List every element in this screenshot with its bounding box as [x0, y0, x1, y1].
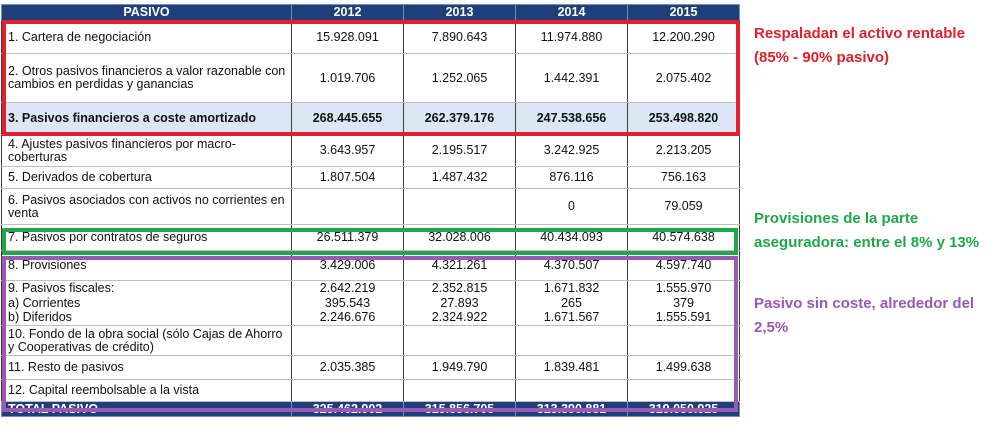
table-row: 5. Derivados de cobertura 1.807.504 1.48… [1, 166, 740, 189]
row-value: 3.429.006 [291, 250, 404, 281]
row-value [627, 325, 740, 356]
row-value: 0 [515, 188, 628, 225]
row-value [291, 188, 404, 225]
row-value: 1.807.504 [291, 166, 404, 189]
liabilities-table: PASIVO 2012 2013 2014 2015 1. Cartera de… [1, 4, 740, 417]
row-value: 2.035.385 [291, 355, 404, 380]
row-label: 9. Pasivos fiscales: [1, 280, 292, 296]
row-value: 7.890.643 [403, 20, 516, 54]
table-row: 8. Provisiones 3.429.006 4.321.261 4.370… [1, 250, 740, 281]
row-value: 3.242.925 [515, 134, 628, 167]
table-row: a) Corrientes 395.543 27.893 265 379 [1, 295, 740, 311]
row-value: 1.019.706 [291, 53, 404, 103]
row-value: 756.163 [627, 166, 740, 189]
row-value: 1.499.638 [627, 355, 740, 380]
purple-highlight-box [2, 256, 738, 412]
row-label: 4. Ajustes pasivos financieros por macro… [1, 134, 292, 167]
row-value: 4.321.261 [403, 250, 516, 281]
row-value: 4.370.507 [515, 250, 628, 281]
green-highlight-box [2, 228, 738, 255]
row-label: 5. Derivados de cobertura [1, 166, 292, 189]
row-label: 8. Provisiones [1, 250, 292, 281]
row-label: 10. Fondo de la obra social (sólo Cajas … [1, 325, 292, 356]
row-value: 3.643.957 [291, 134, 404, 167]
row-value [515, 325, 628, 356]
red-annotation: Respaladan el activo rentable (85% - 90%… [754, 25, 965, 66]
row-value: 27.893 [403, 295, 516, 311]
row-value: 15.928.091 [291, 20, 404, 54]
row-value: 1.252.065 [403, 53, 516, 103]
row-label: b) Diferidos [1, 310, 292, 326]
row-label: 11. Resto de pasivos [1, 355, 292, 380]
row-label: 6. Pasivos asociados con activos no corr… [1, 188, 292, 225]
row-value: 1.442.391 [515, 53, 628, 103]
row-value: 12.200.290 [627, 20, 740, 54]
red-highlight-box [2, 20, 740, 136]
purple-annotation: Pasivo sin coste, alrededor del 2,5% [754, 295, 975, 336]
header-year-2013: 2013 [403, 4, 516, 21]
row-value: 79.059 [627, 188, 740, 225]
row-value [403, 325, 516, 356]
table-row: 12. Capital reembolsable a la vista [1, 379, 740, 402]
row-value: 2.642.219 [291, 280, 404, 296]
table-row: 10. Fondo de la obra social (sólo Cajas … [1, 325, 740, 356]
green-annotation: Provisiones de la parte aseguradora: ent… [754, 210, 980, 251]
table-row: 2. Otros pasivos financieros a valor raz… [1, 53, 740, 103]
table-row: 9. Pasivos fiscales: 2.642.219 2.352.815… [1, 280, 740, 296]
row-value: 2.213.205 [627, 134, 740, 167]
row-value: 1.555.970 [627, 280, 740, 296]
row-value: 2.075.402 [627, 53, 740, 103]
row-value: 262.379.176 [403, 102, 516, 135]
row-value: 11.974.880 [515, 20, 628, 54]
table-row: 11. Resto de pasivos 2.035.385 1.949.790… [1, 355, 740, 380]
row-value: 1.487.432 [403, 166, 516, 189]
header-pasivo: PASIVO [1, 4, 292, 21]
row-value: 253.498.820 [627, 102, 740, 135]
header-year-2014: 2014 [515, 4, 628, 21]
row-value: 876.116 [515, 166, 628, 189]
row-value: 2.352.815 [403, 280, 516, 296]
header-year-2015: 2015 [627, 4, 740, 21]
table-row: 4. Ajustes pasivos financieros por macro… [1, 134, 740, 167]
row-value [291, 325, 404, 356]
row-label: a) Corrientes [1, 295, 292, 311]
table-row: 6. Pasivos asociados con activos no corr… [1, 188, 740, 225]
row-label: 3. Pasivos financieros a coste amortizad… [1, 102, 292, 135]
row-value: 379 [627, 295, 740, 311]
row-value: 2.324.922 [403, 310, 516, 326]
header-year-2012: 2012 [291, 4, 404, 21]
row-label: 1. Cartera de negociación [1, 20, 292, 54]
row-value: 265 [515, 295, 628, 311]
row-value: 1.949.790 [403, 355, 516, 380]
total-value: 319.050.925 [627, 401, 740, 417]
table-header-row: PASIVO 2012 2013 2014 2015 [1, 4, 740, 21]
row-value: 268.445.655 [291, 102, 404, 135]
row-value: 4.597.740 [627, 250, 740, 281]
row-value: 2.195.517 [403, 134, 516, 167]
row-value: 395.543 [291, 295, 404, 311]
row-value: 1.555.591 [627, 310, 740, 326]
table-row: 1. Cartera de negociación 15.928.091 7.8… [1, 20, 740, 54]
row-value: 1.671.832 [515, 280, 628, 296]
table-row: b) Diferidos 2.246.676 2.324.922 1.671.5… [1, 310, 740, 326]
row-value [403, 188, 516, 225]
row-value: 1.671.567 [515, 310, 628, 326]
row-value: 1.839.481 [515, 355, 628, 380]
